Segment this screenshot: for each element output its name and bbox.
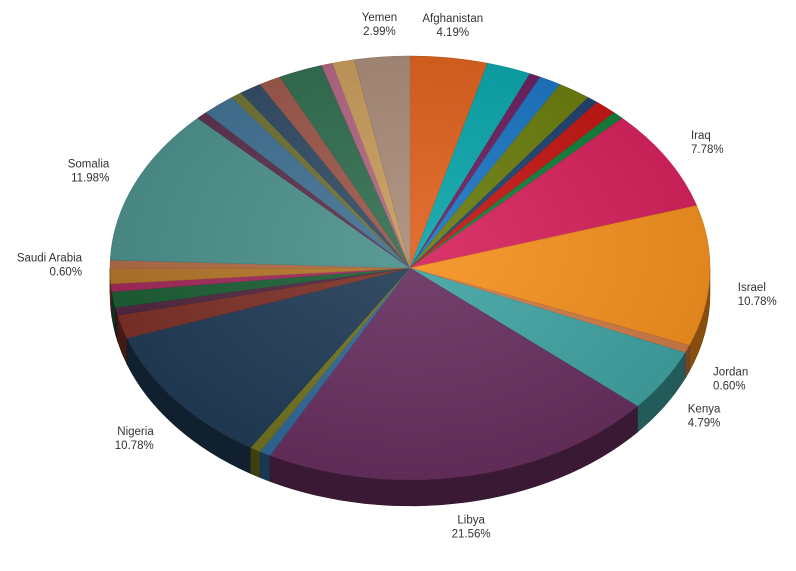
pie-percent-afghanistan: 4.19% (436, 27, 469, 39)
pie-label-libya: Libya (457, 514, 485, 526)
pie-label-somalia: Somalia (68, 159, 110, 171)
pie-label-saudi-arabia: Saudi Arabia (17, 253, 83, 265)
pie-percent-israel: 10.78% (738, 296, 777, 308)
pie-percent-nigeria: 10.78% (115, 440, 154, 452)
pie-percent-yemen: 2.99% (363, 26, 396, 38)
pie-percent-saudi-arabia: 0.60% (49, 267, 82, 279)
pie-percent-somalia: 11.98% (71, 173, 109, 185)
pie-label-yemen: Yemen (362, 12, 397, 24)
pie-side-slice-14 (259, 451, 271, 482)
pie-label-afghanistan: Afghanistan (422, 13, 483, 25)
pie-label-iraq: Iraq (691, 130, 711, 142)
pie-label-nigeria: Nigeria (117, 426, 154, 438)
pie-label-israel: Israel (738, 282, 766, 294)
pie-label-kenya: Kenya (688, 403, 721, 415)
pie-percent-jordan: 0.60% (713, 381, 746, 393)
pie-label-layer: Afghanistan 4.19% Iraq 7.78% Israel 10.78% Jor… (17, 12, 777, 540)
pie-side-slice-15 (250, 447, 261, 479)
pie-top-layer (109, 55, 711, 481)
pie-label-jordan: Jordan (713, 367, 748, 379)
pie-percent-libya: 21.56% (452, 528, 491, 540)
pie-percent-iraq: 7.78% (691, 144, 724, 156)
pie-percent-kenya: 4.79% (688, 417, 721, 429)
